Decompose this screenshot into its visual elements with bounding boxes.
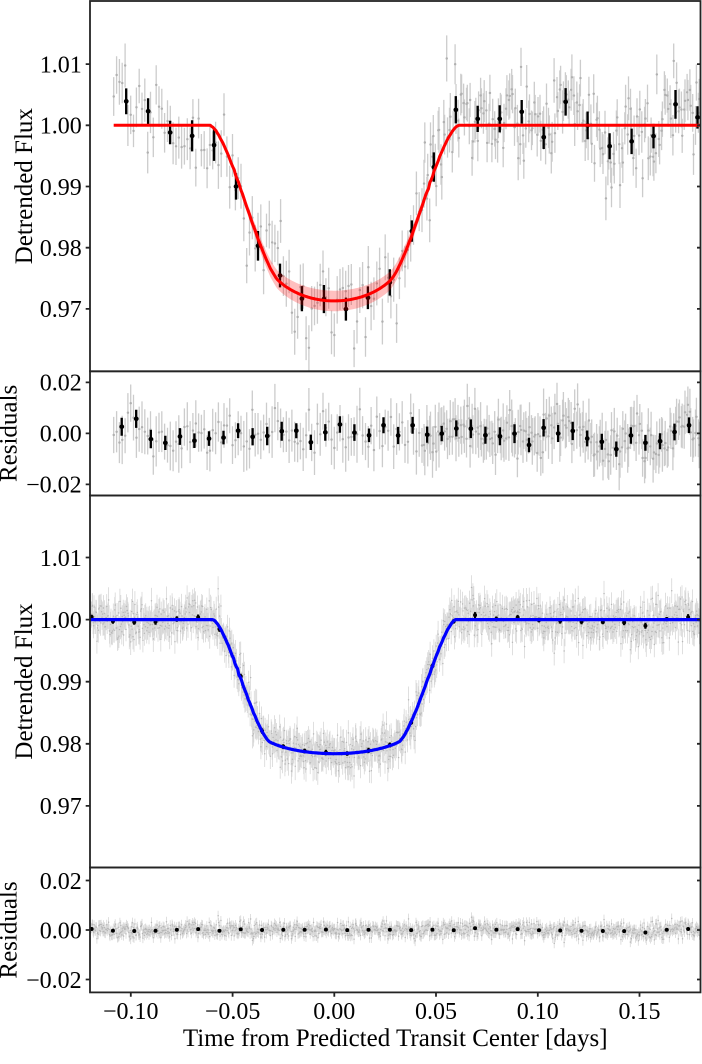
svg-text:0.98: 0.98 [40, 732, 82, 758]
svg-text:0.97: 0.97 [40, 794, 82, 820]
svg-text:Detrended Flux: Detrended Flux [11, 108, 38, 265]
svg-text:Residuals: Residuals [0, 881, 23, 978]
svg-text:0.02: 0.02 [40, 869, 82, 895]
svg-text:−0.05: −0.05 [205, 999, 261, 1025]
svg-text:−0.02: −0.02 [26, 473, 82, 499]
svg-text:0.97: 0.97 [40, 297, 82, 323]
svg-text:0.99: 0.99 [40, 175, 82, 201]
svg-text:0.98: 0.98 [40, 236, 82, 262]
svg-text:Residuals: Residuals [0, 385, 23, 482]
svg-text:1.00: 1.00 [40, 114, 82, 140]
svg-text:−0.02: −0.02 [26, 968, 82, 994]
svg-text:0.00: 0.00 [313, 999, 355, 1025]
svg-text:1.01: 1.01 [40, 52, 82, 78]
svg-text:0.02: 0.02 [40, 371, 82, 397]
svg-text:1.01: 1.01 [40, 546, 82, 572]
svg-text:0.99: 0.99 [40, 670, 82, 696]
svg-text:Detrended Flux: Detrended Flux [11, 603, 38, 760]
svg-text:1.00: 1.00 [40, 608, 82, 634]
svg-text:0.00: 0.00 [40, 918, 82, 944]
svg-text:0.10: 0.10 [517, 999, 559, 1025]
svg-text:0.05: 0.05 [415, 999, 457, 1025]
svg-text:0.00: 0.00 [40, 422, 82, 448]
svg-text:Time from Predicted Transit Ce: Time from Predicted Transit Center [days… [183, 1025, 608, 1052]
svg-text:−0.10: −0.10 [103, 999, 159, 1025]
svg-text:0.15: 0.15 [619, 999, 661, 1025]
